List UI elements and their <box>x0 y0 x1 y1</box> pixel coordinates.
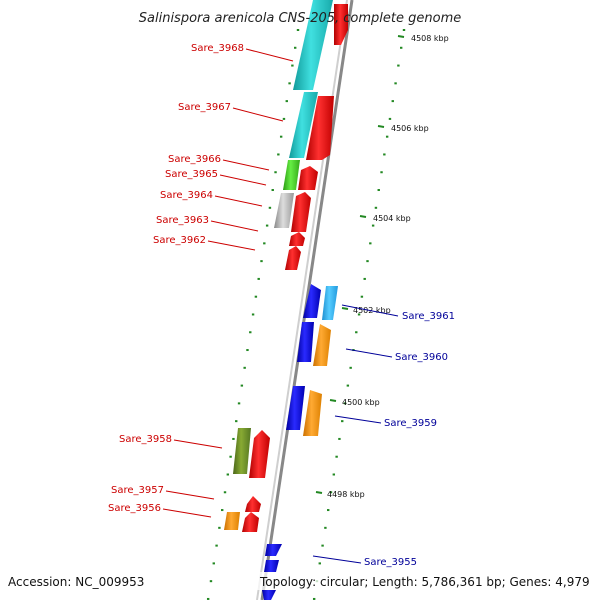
gene-label-sare-3967[interactable]: Sare_3967 <box>178 102 231 113</box>
tick-label: 4500 kbp <box>342 398 380 407</box>
gene-label-sare-3966[interactable]: Sare_3966 <box>168 154 221 165</box>
tick-label: 4504 kbp <box>373 214 411 223</box>
kbp-tick-labels: 4508 kbp 4506 kbp 4504 kbp 4502 kbp 4500… <box>327 34 449 499</box>
block-blue-3 <box>286 386 305 430</box>
feature-blocks <box>224 0 338 600</box>
gene-label-sare-3965[interactable]: Sare_3965 <box>165 169 218 180</box>
block-lightblue <box>322 286 338 320</box>
block-olive <box>233 428 251 474</box>
block-orange-2 <box>303 390 322 436</box>
block-blue-bottom-2 <box>264 560 279 572</box>
gene-arrows <box>242 4 348 532</box>
gene-label-sare-3963[interactable]: Sare_3963 <box>156 215 209 226</box>
tick-label: 4508 kbp <box>411 34 449 43</box>
gene-arrow-sare-3957-red <box>245 496 261 512</box>
gene-arrow-sare-3962-red <box>285 246 301 270</box>
block-orange-1 <box>313 324 331 366</box>
block-blue-2 <box>297 322 314 362</box>
outer-scale-dashes <box>312 29 406 600</box>
block-cyan-mid <box>289 92 318 158</box>
accession-text: Accession: NC_009953 <box>8 575 144 589</box>
gene-label-sare-3957[interactable]: Sare_3957 <box>111 485 164 496</box>
block-orange-small <box>224 512 240 530</box>
gene-arrow-sare-3963-red <box>289 232 305 246</box>
gene-arrow-sare-3956-red <box>242 512 259 532</box>
backbone-outer <box>260 0 354 600</box>
tick-label: 4498 kbp <box>327 490 365 499</box>
block-blue-bottom-3 <box>262 590 276 600</box>
gene-label-sare-3955[interactable]: Sare_3955 <box>364 557 417 568</box>
gene-label-sare-3956[interactable]: Sare_3956 <box>108 503 161 514</box>
gene-label-sare-3962[interactable]: Sare_3962 <box>153 235 206 246</box>
gene-label-sare-3968[interactable]: Sare_3968 <box>191 43 244 54</box>
gene-arrow-sare-3965-red <box>298 166 318 190</box>
left-gene-labels: Sare_3968 Sare_3967 Sare_3966 Sare_3965 … <box>108 43 294 518</box>
gene-label-sare-3959[interactable]: Sare_3959 <box>384 418 437 429</box>
map-title: Salinispora arenicola CNS-205, complete … <box>139 11 461 26</box>
kbp-tick-marks <box>315 35 405 494</box>
block-gray <box>274 193 294 228</box>
right-gene-labels: Sare_3961 Sare_3960 Sare_3959 Sare_3955 <box>312 304 455 568</box>
block-green <box>283 160 300 190</box>
gene-label-sare-3960[interactable]: Sare_3960 <box>395 352 448 363</box>
footer-topology-bg <box>256 572 596 590</box>
block-cyan-top <box>293 0 333 90</box>
block-blue-bottom-1 <box>265 544 282 556</box>
gene-label-sare-3961[interactable]: Sare_3961 <box>402 311 455 322</box>
gene-arrow-sare-3964-red <box>291 192 311 232</box>
inner-scale-dashes <box>206 29 300 600</box>
gene-arrow-sare-3958-red <box>249 430 270 478</box>
tick-label: 4506 kbp <box>391 124 429 133</box>
topology-text: Topology: circular; Length: 5,786,361 bp… <box>259 575 590 589</box>
gene-arrow-sare-3967-red <box>306 96 334 160</box>
gene-label-sare-3964[interactable]: Sare_3964 <box>160 190 213 201</box>
gene-arrow-sare-3968-red <box>334 4 348 45</box>
block-blue-1 <box>303 284 321 318</box>
gene-label-sare-3958[interactable]: Sare_3958 <box>119 434 172 445</box>
